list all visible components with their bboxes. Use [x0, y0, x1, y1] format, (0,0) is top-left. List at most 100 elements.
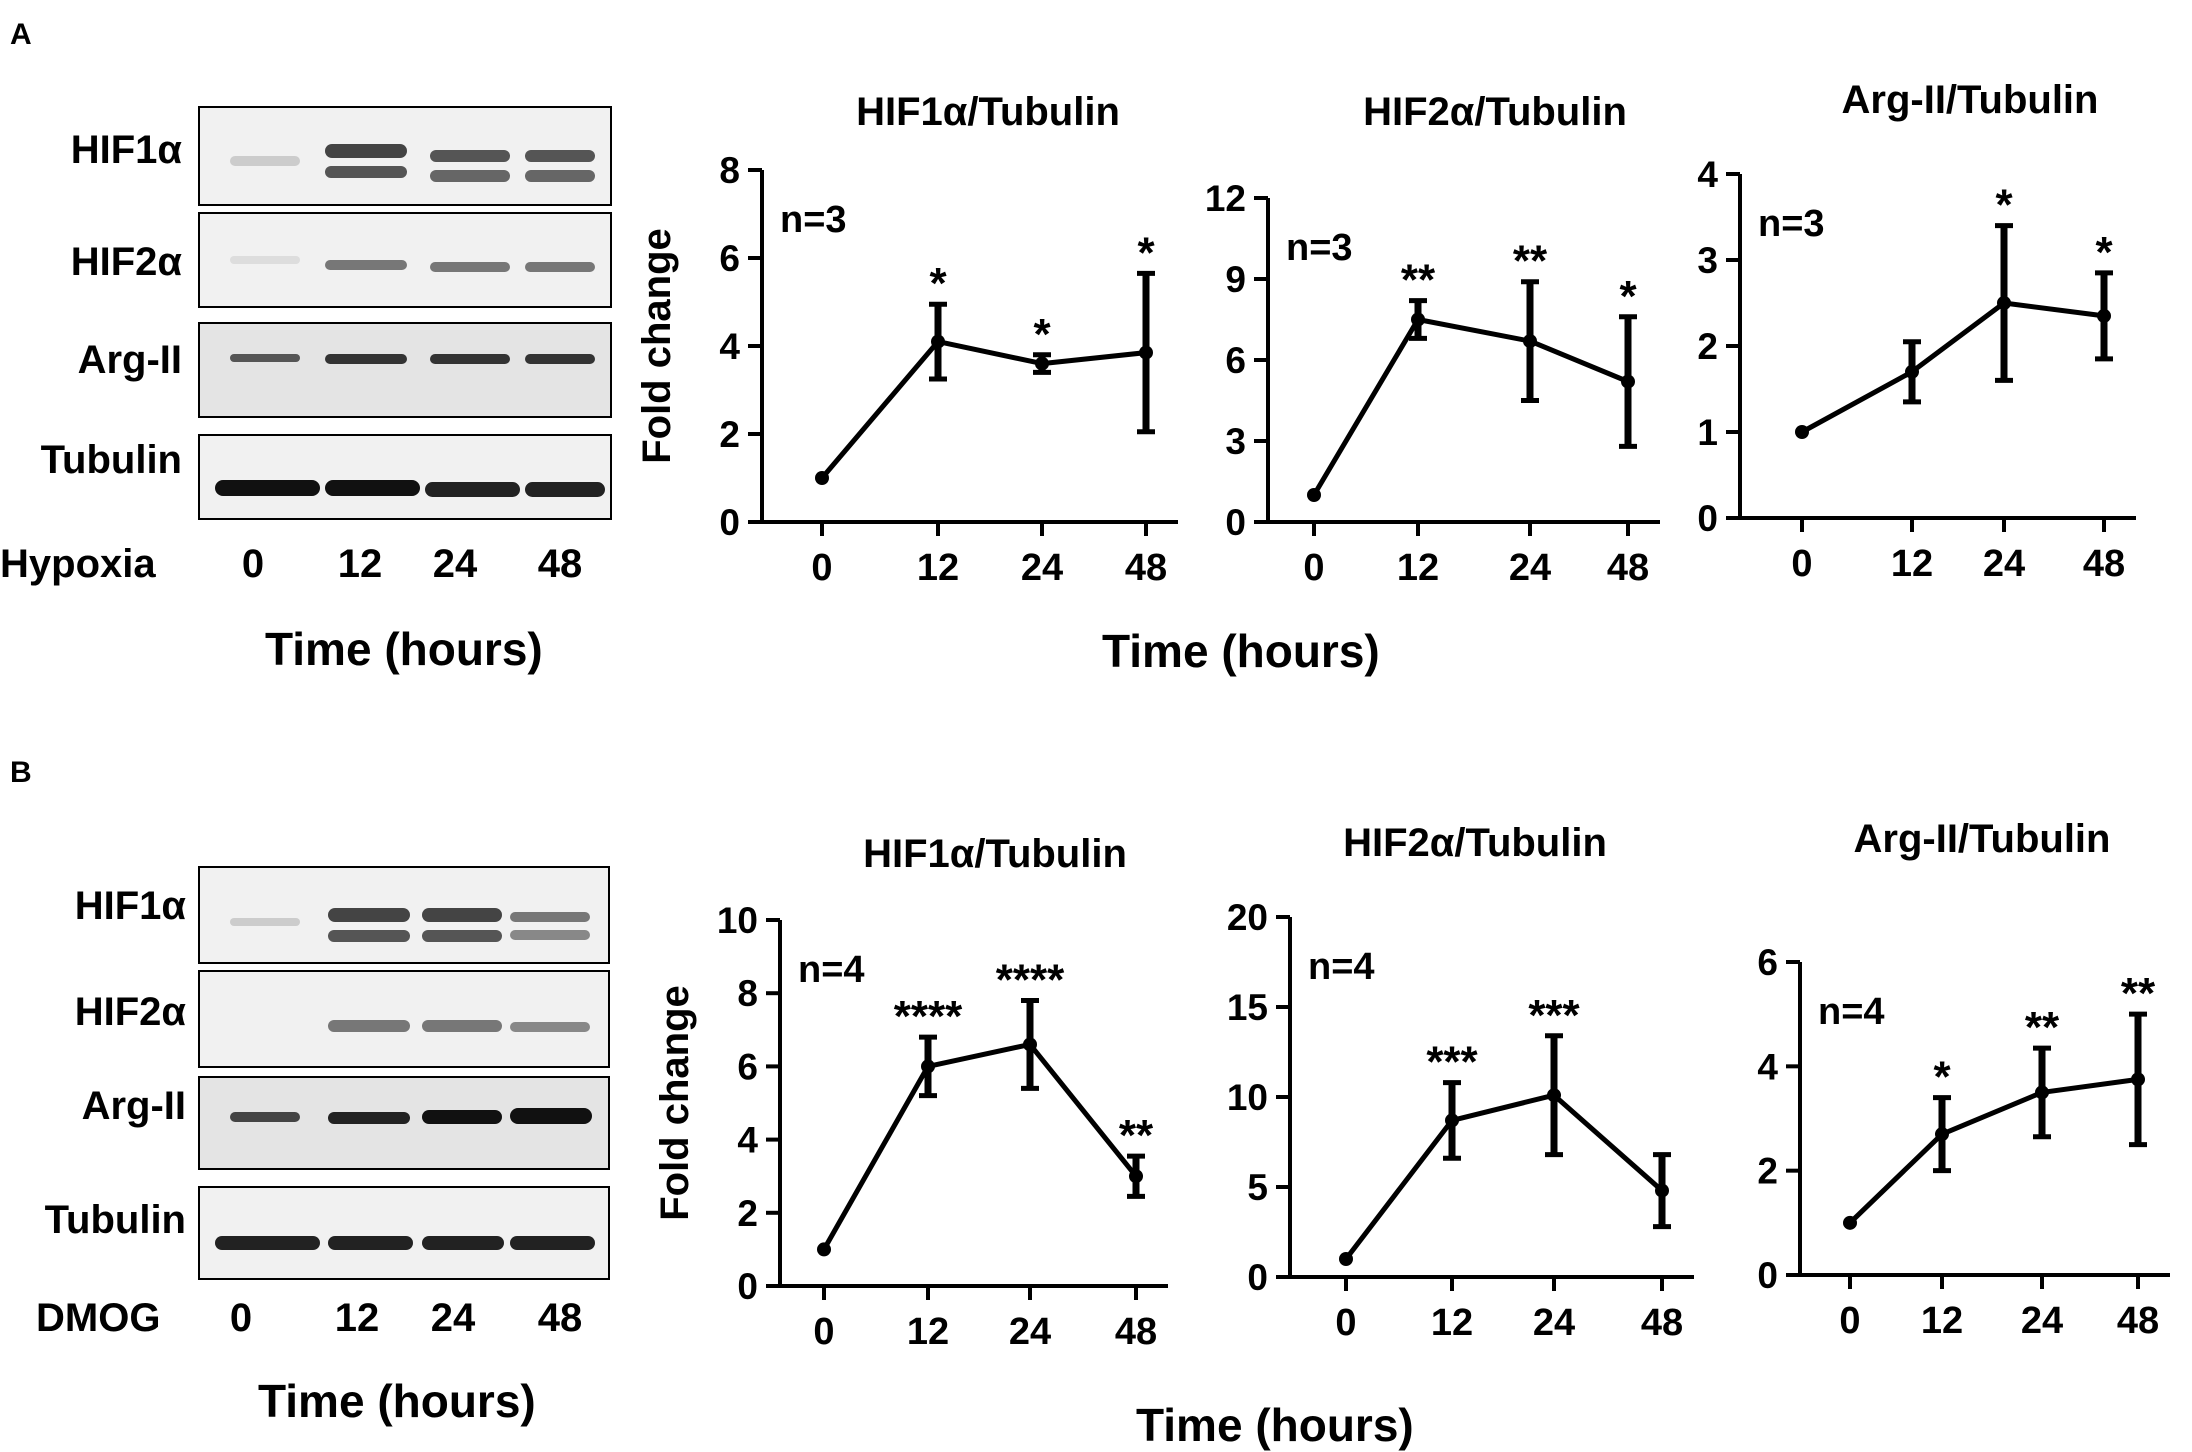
- y-tick-label: 0: [1247, 1257, 1268, 1298]
- lane-label: 0: [229, 1296, 253, 1340]
- lane-label: 24: [430, 1296, 476, 1340]
- x-tick-label: 48: [1115, 1311, 1157, 1353]
- y-tick-label: 2: [1697, 326, 1718, 367]
- data-point: [815, 471, 829, 485]
- series-line: [1800, 300, 2105, 435]
- y-tick-label: 5: [1247, 1167, 1268, 1208]
- blot-condition-label: DMOG: [36, 1296, 161, 1340]
- y-axis-label: Fold change: [653, 985, 697, 1221]
- significance-label: *: [1995, 181, 2013, 230]
- x-tick-label: 24: [2021, 1300, 2063, 1342]
- data-point: [1905, 364, 1919, 379]
- data-point: [1621, 374, 1635, 389]
- blot-row-label: Arg-II: [77, 338, 182, 382]
- panel-letter-a: A: [10, 18, 32, 51]
- y-tick-label: 6: [719, 238, 740, 279]
- series-line: [820, 339, 1147, 480]
- x-tick-label: 24: [1983, 543, 2025, 585]
- lane-label: 48: [537, 542, 583, 586]
- blot-strip-hif1a: [198, 106, 612, 206]
- shared-x-title-b: Time (hours): [1136, 1399, 1414, 1451]
- x-tick-label: 48: [1125, 547, 1167, 589]
- blot-strip-arg2: [198, 322, 612, 418]
- y-tick-label: 6: [1757, 942, 1778, 983]
- data-point: [2035, 1085, 2049, 1100]
- chart-title: HIF1α/Tubulin: [863, 832, 1127, 876]
- y-tick-label: 8: [719, 150, 740, 191]
- y-tick-label: 2: [719, 414, 740, 455]
- blot-row-label: HIF2α: [70, 240, 182, 284]
- y-tick-label: 0: [719, 502, 740, 543]
- data-point: [1023, 1037, 1037, 1052]
- lane-label: 12: [334, 1296, 380, 1340]
- data-point: [921, 1059, 935, 1074]
- lane-label: 12: [337, 542, 383, 586]
- panel-letter-b: B: [10, 756, 32, 789]
- y-tick-label: 0: [1225, 502, 1246, 543]
- y-tick-label: 2: [1757, 1151, 1778, 1192]
- data-point: [1547, 1088, 1561, 1103]
- x-tick-label: 0: [1839, 1300, 1860, 1342]
- n-label: n=4: [798, 949, 865, 991]
- y-tick-label: 4: [737, 1120, 758, 1161]
- blot-strip-tubulin: [198, 434, 612, 520]
- data-point: [1339, 1252, 1353, 1266]
- y-tick-label: 10: [1227, 1077, 1268, 1118]
- blot-row-label: HIF1α: [70, 128, 182, 172]
- significance-label: ***: [1528, 991, 1580, 1040]
- x-tick-label: 12: [1431, 1302, 1473, 1344]
- y-tick-label: 6: [737, 1046, 758, 1087]
- blot-row-label: HIF1α: [74, 884, 186, 928]
- chart-title: Arg-II/Tubulin: [1854, 817, 2111, 861]
- data-point: [817, 1242, 831, 1257]
- lane-label: 24: [432, 542, 478, 586]
- significance-label: **: [1119, 1111, 1154, 1160]
- n-label: n=3: [1286, 227, 1353, 269]
- data-point: [1445, 1113, 1459, 1128]
- y-axis-label: Fold change: [635, 228, 679, 464]
- x-tick-label: 24: [1509, 547, 1551, 589]
- x-tick-label: 0: [813, 1311, 834, 1353]
- y-tick-label: 6: [1225, 340, 1246, 381]
- significance-label: ***: [1426, 1038, 1478, 1087]
- x-tick-label: 48: [1641, 1302, 1683, 1344]
- chart-title: HIF1α/Tubulin: [856, 90, 1120, 134]
- significance-label: **: [2121, 969, 2156, 1018]
- series-line: [1311, 317, 1629, 497]
- blot-condition-label: Hypoxia: [0, 542, 156, 586]
- n-label: n=4: [1818, 991, 1885, 1033]
- y-tick-label: 2: [737, 1193, 758, 1234]
- chart-title: Arg-II/Tubulin: [1842, 78, 2099, 122]
- y-tick-label: 4: [719, 326, 740, 367]
- data-point: [1795, 425, 1809, 439]
- blot-row-label: Tubulin: [40, 438, 182, 482]
- x-tick-label: 24: [1009, 1311, 1051, 1353]
- blot-x-title: Time (hours): [258, 1375, 536, 1427]
- data-point: [1655, 1183, 1669, 1198]
- x-tick-label: 12: [907, 1311, 949, 1353]
- lane-label: 0: [241, 542, 265, 586]
- blot-strip-tubulin: [198, 1186, 610, 1280]
- chart-title: HIF2α/Tubulin: [1363, 90, 1627, 134]
- shared-x-title-a: Time (hours): [1102, 625, 1380, 677]
- significance-label: **: [1513, 237, 1548, 286]
- n-label: n=3: [780, 199, 847, 241]
- x-tick-label: 12: [1397, 547, 1439, 589]
- y-tick-label: 20: [1227, 897, 1268, 938]
- blot-strip-arg2: [198, 1076, 610, 1170]
- x-tick-label: 12: [917, 547, 959, 589]
- lane-label: 48: [537, 1296, 583, 1340]
- data-point: [1129, 1169, 1143, 1184]
- y-tick-label: 0: [737, 1266, 758, 1307]
- x-tick-label: 48: [2083, 543, 2125, 585]
- blot-row-label: HIF2α: [74, 990, 186, 1034]
- n-label: n=4: [1308, 946, 1375, 988]
- data-point: [931, 334, 945, 349]
- y-tick-label: 15: [1227, 987, 1268, 1028]
- y-tick-label: 1: [1697, 412, 1718, 453]
- y-tick-label: 3: [1225, 421, 1246, 462]
- data-point: [1843, 1215, 1857, 1230]
